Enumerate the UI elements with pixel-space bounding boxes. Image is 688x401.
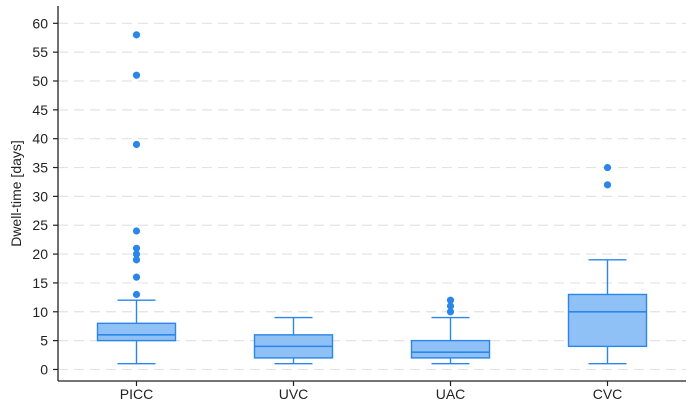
x-tick-label-uvc: UVC [279,386,309,401]
outlier-point [132,273,141,281]
box-picc [96,31,177,365]
y-tick-label: 20 [32,246,48,262]
grid-lines [58,22,686,371]
x-tick-label-cvc: CVC [593,386,623,401]
y-tick-label: 15 [32,275,48,291]
y-tick-label: 50 [32,73,48,89]
y-tick-label: 0 [40,361,48,377]
outlier-point [603,163,612,172]
outlier-point [132,256,141,264]
x-tick-label-picc: PICC [120,386,153,401]
y-tick-label: 40 [32,131,48,147]
outlier-point [446,302,455,310]
x-axis-ticks: PICC UVC UAC CVC [120,381,623,401]
iqr-box [567,293,648,348]
outlier-point [603,181,612,189]
outlier-point [446,308,455,316]
outlier-point [132,31,141,39]
y-tick-label: 25 [32,217,48,233]
y-tick-label: 60 [32,15,48,31]
outlier-point [446,296,455,304]
outlier-point [132,244,141,252]
outlier-point [132,140,141,149]
y-tick-label: 10 [32,304,48,320]
axes [57,6,686,382]
y-axis-title: Dwell-time [days] [8,140,24,247]
box-cvc [567,163,648,365]
y-tick-label: 5 [40,333,48,349]
box-plot-series [96,31,648,365]
y-tick-label: 30 [32,188,48,204]
y-tick-label: 55 [32,44,48,60]
y-axis-ticks: 0 5 10 15 20 25 30 35 40 45 50 55 60 [32,15,58,377]
box-uvc [253,316,334,365]
box-uac [410,296,491,365]
outlier-point [132,250,141,258]
outlier-point [132,71,141,79]
y-tick-label: 35 [32,160,48,176]
outlier-point [132,227,141,235]
iqr-box [96,322,177,342]
iqr-box [410,339,491,359]
y-tick-label: 45 [32,102,48,118]
outlier-point [132,290,141,299]
x-tick-label-uac: UAC [436,386,466,401]
